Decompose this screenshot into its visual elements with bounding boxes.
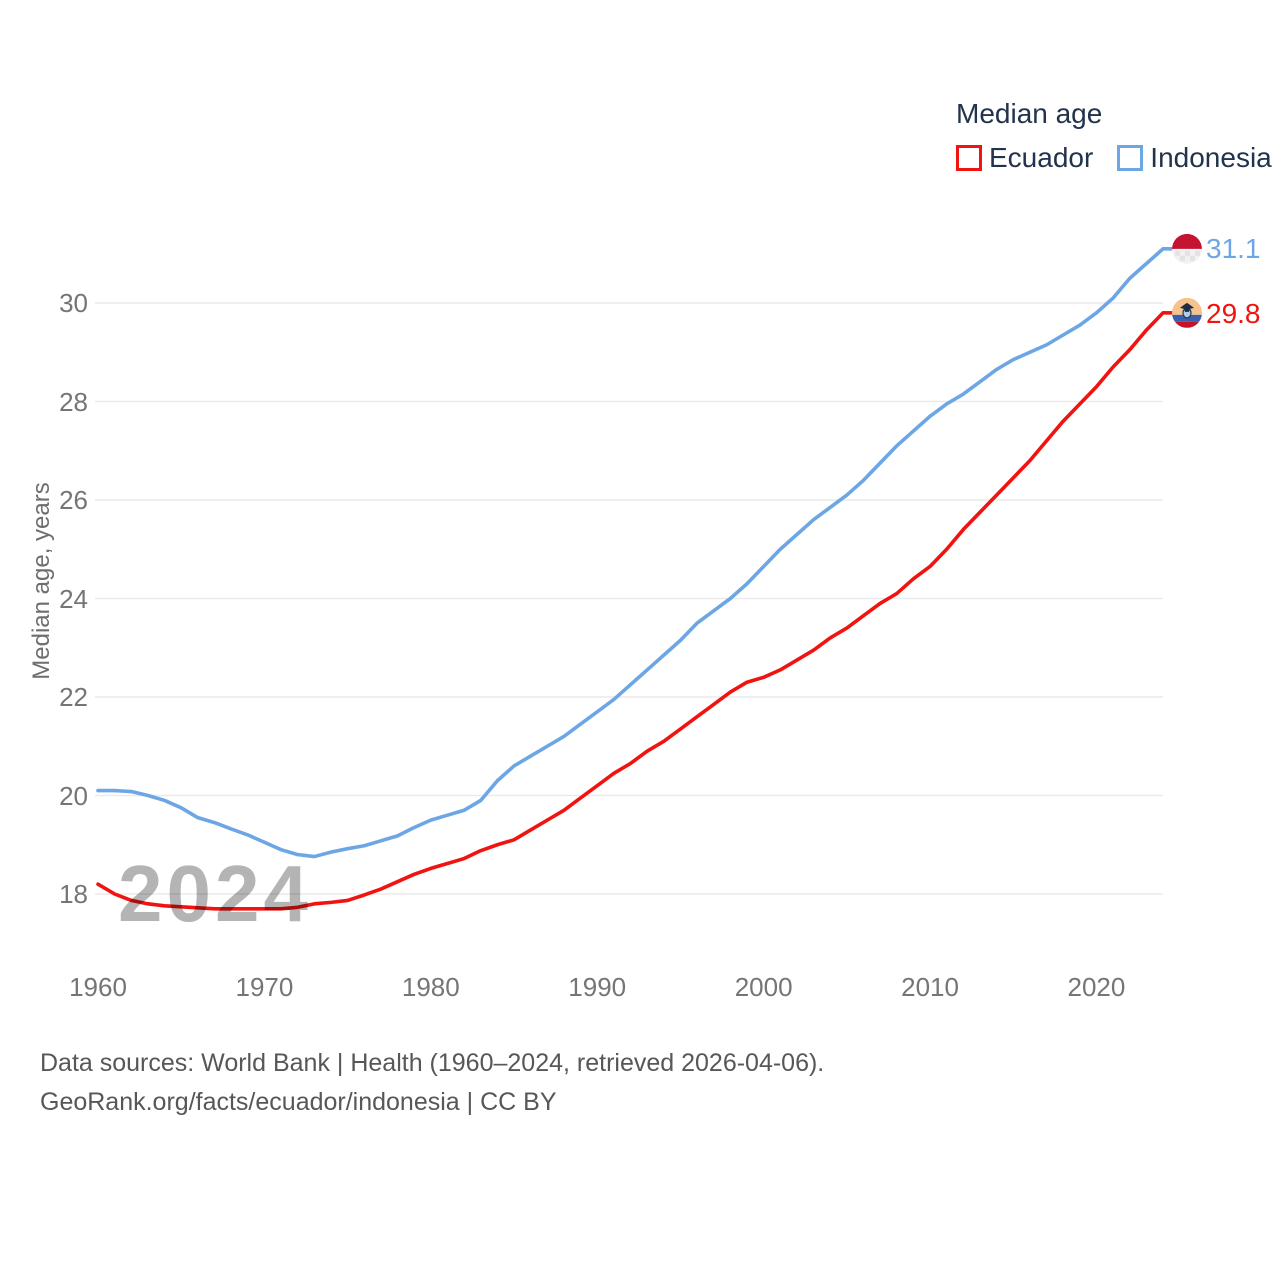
ecuador-series-line	[96, 311, 1165, 911]
footer: Data sources: World Bank | Health (1960–…	[40, 1044, 824, 1122]
y-tick-label: 20	[59, 780, 88, 811]
ecuador-flag-icon	[1172, 297, 1202, 328]
gridlines	[95, 302, 1163, 895]
ecuador-series-swatch[interactable]	[956, 145, 982, 171]
y-tick-label: 26	[59, 485, 88, 515]
legend: Median age Ecuador Indonesia	[956, 98, 1272, 174]
legend-item-indonesia[interactable]: Indonesia	[1117, 142, 1272, 174]
median-age-line-chart	[95, 233, 1202, 911]
x-tick-label: 1970	[235, 972, 294, 1002]
y-tick-label: 18	[59, 879, 88, 909]
indonesia-series-swatch[interactable]	[1117, 145, 1144, 171]
ecuador-end-value-label: 29.8	[1206, 298, 1261, 329]
x-tick-label: 1990	[568, 972, 627, 1002]
y-tick-label: 22	[59, 682, 88, 712]
y-tick-label: 24	[59, 583, 88, 614]
indonesia-end-value-label: 31.1	[1206, 233, 1261, 264]
y-tick-label: 28	[59, 386, 88, 417]
legend-items: Ecuador Indonesia	[956, 142, 1272, 174]
data-sources-text: Data sources: World Bank | Health (1960–…	[40, 1049, 825, 1077]
y-tick-label: 30	[59, 288, 88, 318]
legend-title: Median age	[956, 98, 1103, 129]
legend-label-ecuador: Ecuador	[989, 142, 1094, 173]
x-tick-label: 1960	[69, 972, 127, 1002]
year-watermark: 2024	[118, 849, 312, 938]
x-tick-label: 1980	[401, 972, 460, 1002]
indonesia-flag-icon	[1172, 233, 1202, 264]
legend-item-ecuador[interactable]: Ecuador	[956, 142, 1093, 174]
series-lines	[96, 247, 1174, 911]
indonesia-series-line	[96, 247, 1165, 859]
x-tick-label: 2010	[901, 972, 959, 1002]
attribution-text: GeoRank.org/facts/ecuador/indonesia | CC…	[40, 1088, 557, 1116]
legend-label-indonesia: Indonesia	[1150, 142, 1272, 173]
x-tick-label: 2000	[734, 972, 793, 1002]
x-tick-label: 2020	[1067, 972, 1126, 1002]
